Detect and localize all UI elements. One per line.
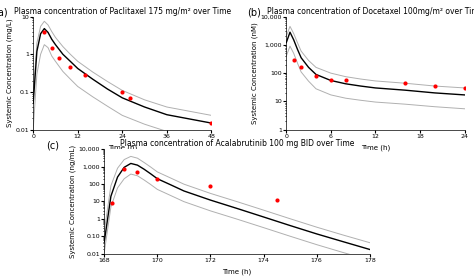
Y-axis label: Systemic Concentration (mg/L): Systemic Concentration (mg/L) bbox=[6, 19, 13, 128]
Title: Plasma concentration of Acalabrutinib 100 mg BID over Time: Plasma concentration of Acalabrutinib 10… bbox=[120, 139, 354, 148]
Title: Plasma concentration of Docetaxel 100mg/m² over Time: Plasma concentration of Docetaxel 100mg/… bbox=[267, 7, 474, 16]
Title: Plasma concentration of Paclitaxel 175 mg/m² over Time: Plasma concentration of Paclitaxel 175 m… bbox=[14, 7, 231, 16]
Text: (c): (c) bbox=[46, 141, 59, 151]
X-axis label: Time (h): Time (h) bbox=[108, 144, 137, 151]
X-axis label: Time (h): Time (h) bbox=[361, 144, 390, 151]
Y-axis label: Systemic Concentration (nM): Systemic Concentration (nM) bbox=[252, 22, 258, 124]
Y-axis label: Systemic Concentration (ng/mL): Systemic Concentration (ng/mL) bbox=[70, 145, 76, 258]
Text: (b): (b) bbox=[247, 7, 261, 17]
Text: (a): (a) bbox=[0, 7, 8, 17]
X-axis label: Time (h): Time (h) bbox=[222, 269, 252, 275]
